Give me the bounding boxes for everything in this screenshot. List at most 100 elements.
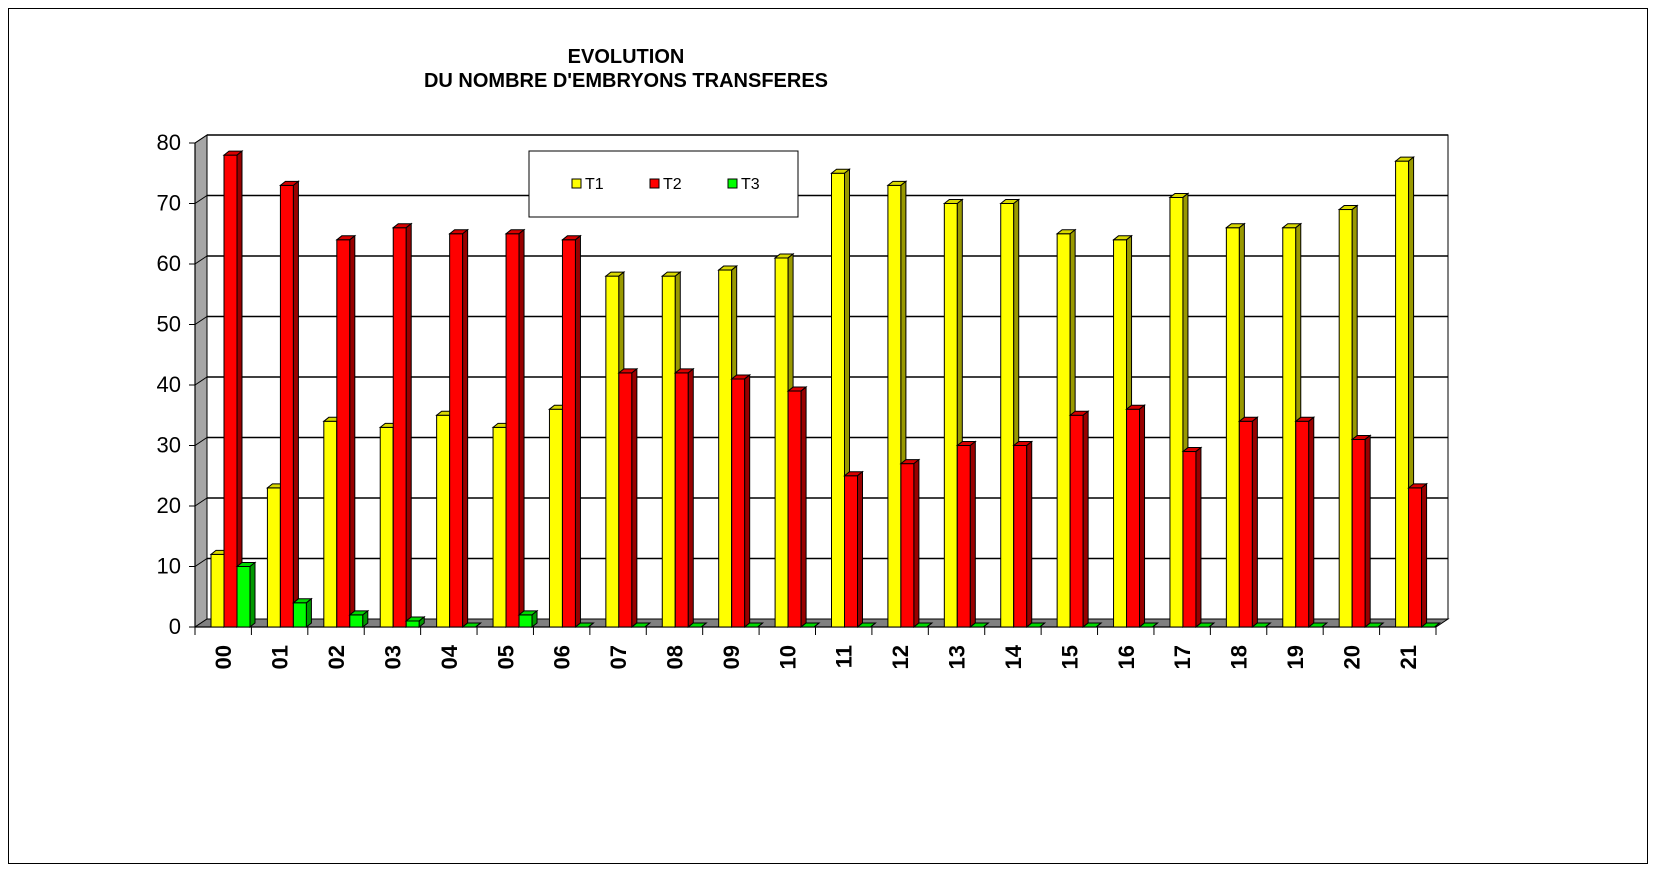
bar-front bbox=[831, 172, 845, 628]
bar-side bbox=[1095, 622, 1102, 628]
bar-side bbox=[1321, 622, 1328, 628]
bar-front bbox=[1069, 414, 1084, 628]
gridline-side bbox=[194, 134, 208, 144]
bar-side bbox=[462, 228, 469, 629]
legend-swatch-t2 bbox=[649, 178, 660, 189]
bar-t3-09 bbox=[743, 622, 765, 628]
bar-side bbox=[1308, 416, 1315, 629]
x-tick-label: 17 bbox=[1170, 645, 1195, 669]
bar-side bbox=[249, 561, 256, 629]
x-tick-label: 10 bbox=[775, 645, 800, 669]
bar-t2-16 bbox=[1125, 404, 1146, 629]
bar-front bbox=[492, 426, 507, 628]
bar-side bbox=[1139, 404, 1146, 629]
bar-front bbox=[336, 239, 351, 628]
bar-t3-20 bbox=[1363, 622, 1385, 628]
x-tick-label: 09 bbox=[719, 645, 744, 669]
bar-t3-02 bbox=[348, 609, 370, 629]
bar-t3-19 bbox=[1307, 622, 1329, 628]
gridline-side bbox=[194, 558, 208, 567]
bar-t2-05 bbox=[504, 228, 526, 629]
bar-front bbox=[731, 378, 746, 628]
bar-side bbox=[305, 597, 312, 629]
gridline-side bbox=[194, 376, 208, 386]
bar-t2-10 bbox=[786, 386, 808, 629]
bar-side bbox=[236, 150, 243, 629]
bar-t3-08 bbox=[686, 622, 708, 628]
bar-front bbox=[1056, 233, 1071, 628]
bar-t3-07 bbox=[630, 622, 652, 628]
bar-side bbox=[1039, 622, 1046, 628]
bars bbox=[209, 150, 1442, 629]
legend-swatch-t3 bbox=[727, 178, 738, 189]
bar-side bbox=[870, 622, 876, 628]
x-tick-label: 08 bbox=[662, 645, 687, 669]
bar-side bbox=[475, 622, 481, 628]
bar-front bbox=[718, 269, 733, 628]
bar-t3-10 bbox=[799, 622, 821, 628]
bar-t3-06 bbox=[574, 622, 595, 628]
bar-t2-01 bbox=[278, 180, 300, 629]
legend-swatch-t1 bbox=[571, 178, 582, 189]
bar-t2-18 bbox=[1237, 416, 1259, 629]
bar-t3-12 bbox=[912, 622, 934, 628]
bar-front bbox=[774, 257, 789, 628]
bar-front bbox=[1113, 239, 1128, 628]
x-tick-label: 18 bbox=[1227, 645, 1252, 669]
bar-front bbox=[1169, 196, 1184, 628]
bar-t2-17 bbox=[1181, 446, 1203, 629]
bar-t3-18 bbox=[1250, 622, 1272, 628]
x-tick-label: 21 bbox=[1396, 645, 1421, 669]
bar-t2-13 bbox=[955, 440, 977, 629]
bar-side bbox=[969, 440, 976, 629]
bar-front bbox=[548, 408, 563, 628]
y-tick-label: 0 bbox=[169, 614, 181, 639]
bar-side bbox=[405, 222, 412, 629]
chart-svg: EVOLUTION DU NOMBRE D'EMBRYONS TRANSFERE… bbox=[157, 46, 1450, 669]
chart-frame: EVOLUTION DU NOMBRE D'EMBRYONS TRANSFERE… bbox=[8, 8, 1648, 864]
x-tick-label: 00 bbox=[211, 645, 236, 669]
x-tick-label: 04 bbox=[437, 644, 462, 669]
gridline-side bbox=[194, 316, 208, 325]
bar-side bbox=[292, 180, 299, 629]
bar-front bbox=[561, 239, 576, 628]
bar-side bbox=[857, 470, 863, 629]
bar-front bbox=[223, 154, 238, 628]
bar-front bbox=[349, 614, 364, 628]
bar-front bbox=[787, 390, 802, 628]
y-tick-label: 60 bbox=[157, 251, 181, 276]
bar-front bbox=[618, 372, 633, 628]
bar-front bbox=[661, 275, 676, 628]
bar-side bbox=[362, 609, 369, 629]
bar-t2-20 bbox=[1350, 434, 1372, 629]
gridline-side bbox=[194, 255, 208, 265]
bar-front bbox=[323, 420, 338, 628]
bar-t3-14 bbox=[1025, 622, 1047, 628]
bar-side bbox=[1208, 622, 1215, 628]
y-tick-label: 50 bbox=[157, 312, 181, 337]
bar-t3-17 bbox=[1194, 622, 1216, 628]
bar-side bbox=[1195, 446, 1202, 629]
legend-label-t1: T1 bbox=[585, 176, 604, 193]
bar-front bbox=[279, 184, 294, 628]
bar-t2-21 bbox=[1407, 482, 1429, 629]
y-tick-label: 40 bbox=[157, 372, 181, 397]
bar-side bbox=[687, 367, 694, 629]
x-tick-label: 11 bbox=[832, 645, 857, 668]
bar-front bbox=[379, 426, 394, 628]
bar-side bbox=[1251, 416, 1258, 629]
bar-side bbox=[700, 622, 707, 628]
bar-side bbox=[631, 367, 638, 629]
legend-label-t2: T2 bbox=[663, 176, 682, 193]
bar-t2-00 bbox=[222, 150, 244, 629]
bar-side bbox=[588, 622, 594, 628]
x-tick-label: 19 bbox=[1283, 645, 1308, 669]
bar-side bbox=[644, 622, 651, 628]
y-tick-label: 10 bbox=[157, 554, 181, 579]
bar-t2-12 bbox=[899, 458, 921, 629]
bar-t3-00 bbox=[235, 561, 257, 629]
bar-t3-11 bbox=[856, 622, 877, 628]
bar-t2-04 bbox=[448, 228, 470, 629]
x-tick-label: 12 bbox=[888, 645, 913, 669]
bar-t2-09 bbox=[730, 373, 752, 629]
